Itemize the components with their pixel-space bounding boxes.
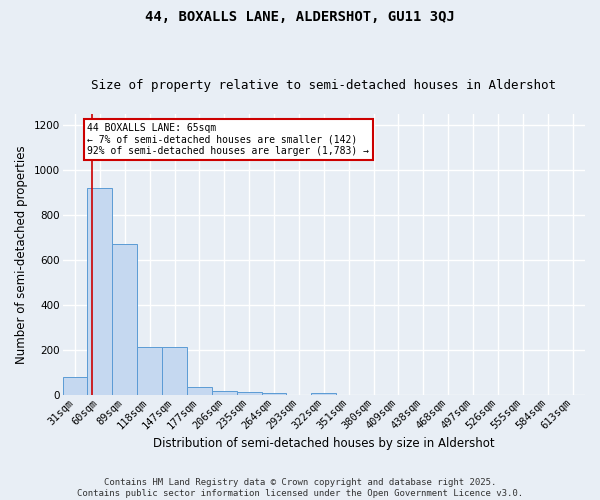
- X-axis label: Distribution of semi-detached houses by size in Aldershot: Distribution of semi-detached houses by …: [153, 437, 494, 450]
- Bar: [62, 377, 88, 395]
- Title: Size of property relative to semi-detached houses in Aldershot: Size of property relative to semi-detach…: [91, 79, 556, 92]
- Text: Contains HM Land Registry data © Crown copyright and database right 2025.
Contai: Contains HM Land Registry data © Crown c…: [77, 478, 523, 498]
- Bar: [311, 393, 336, 395]
- Bar: [212, 390, 237, 395]
- Bar: [162, 346, 187, 395]
- Y-axis label: Number of semi-detached properties: Number of semi-detached properties: [15, 145, 28, 364]
- Bar: [187, 386, 212, 395]
- Text: 44 BOXALLS LANE: 65sqm
← 7% of semi-detached houses are smaller (142)
92% of sem: 44 BOXALLS LANE: 65sqm ← 7% of semi-deta…: [88, 123, 370, 156]
- Bar: [237, 392, 262, 395]
- Bar: [137, 346, 162, 395]
- Bar: [112, 244, 137, 395]
- Bar: [88, 188, 112, 395]
- Bar: [262, 394, 286, 395]
- Text: 44, BOXALLS LANE, ALDERSHOT, GU11 3QJ: 44, BOXALLS LANE, ALDERSHOT, GU11 3QJ: [145, 10, 455, 24]
